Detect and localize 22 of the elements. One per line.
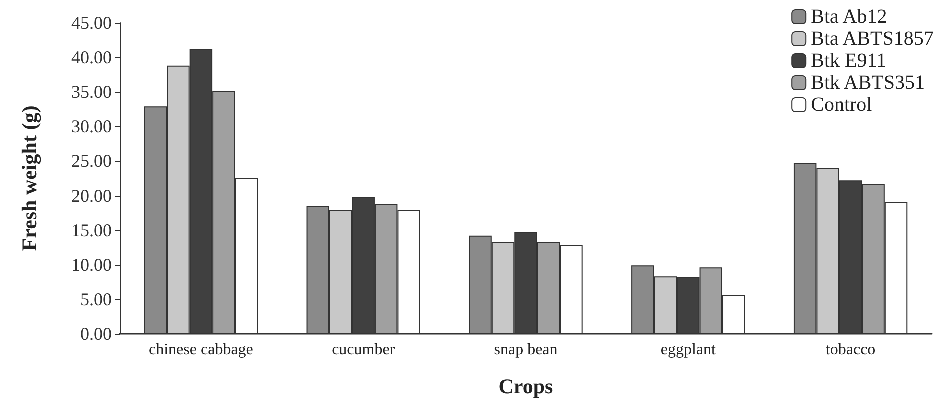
x-axis-title: Crops [498, 374, 554, 398]
y-axis-title: Fresh weight (g) [18, 106, 42, 252]
legend-label: Bta ABTS1857 [811, 28, 934, 50]
y-tick-label: 35.00 [72, 82, 112, 102]
y-tick-label: 5.00 [80, 289, 112, 310]
y-tick-label: 20.00 [72, 186, 112, 206]
y-tick-label: 30.00 [72, 116, 112, 137]
x-tick-label: snap bean [494, 342, 558, 358]
legend-label: Btk E911 [811, 50, 886, 72]
y-tick-label: 25.00 [72, 151, 112, 172]
y-tick-label: 15.00 [72, 220, 112, 240]
x-tick-label: tobacco [826, 342, 876, 358]
y-tick-label: 40.00 [72, 48, 112, 68]
x-tick-label: cucumber [332, 342, 396, 358]
y-tick-label: 10.00 [72, 254, 112, 275]
legend-label: Btk ABTS351 [811, 72, 926, 94]
x-tick-label: chinese cabbage [149, 342, 254, 358]
x-tick-label: eggplant [660, 342, 716, 358]
legend-label: Bta Ab12 [811, 6, 888, 28]
y-tick-label: 45.00 [72, 13, 112, 33]
y-tick-label: 0.00 [80, 324, 112, 344]
legend-label: Control [811, 94, 873, 116]
